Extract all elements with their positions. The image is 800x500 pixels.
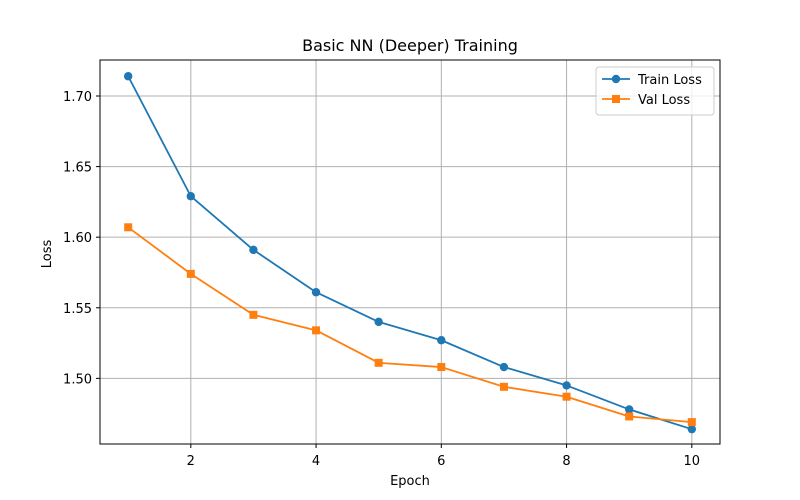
data-point [249, 310, 258, 319]
x-axis-ticks: 2 4 6 8 10 [187, 444, 700, 469]
y-axis-label: Loss [40, 240, 55, 269]
series-line [127, 226, 692, 424]
legend-label: Val Loss [638, 93, 690, 108]
legend-marker [612, 95, 620, 103]
y-tick-label: 1.55 [63, 302, 92, 317]
y-tick-label: 1.70 [63, 90, 92, 105]
x-tick-label: 8 [562, 454, 570, 469]
data-point [374, 358, 383, 367]
data-point [311, 288, 321, 297]
x-axis-label: Epoch [390, 474, 430, 489]
data-point [687, 418, 696, 427]
legend-item: Train Loss [602, 73, 702, 88]
data-point [687, 424, 697, 434]
series-line [127, 75, 693, 431]
data-point [499, 362, 509, 372]
data-point [499, 382, 508, 391]
y-axis-ticks: 1.50 1.55 1.60 1.65 1.70 [63, 90, 100, 387]
x-tick-label: 4 [312, 454, 320, 469]
data-point [123, 72, 133, 81]
legend-marker [611, 74, 621, 84]
data-point [374, 317, 383, 327]
y-tick-label: 1.65 [63, 161, 92, 176]
data-point [624, 405, 634, 414]
grid-lines [100, 60, 720, 444]
y-tick-label: 1.50 [63, 372, 92, 387]
x-tick-label: 2 [187, 454, 195, 469]
data-point [562, 392, 571, 401]
data-point [249, 245, 258, 255]
data-point [562, 381, 571, 390]
chart-title: Basic NN (Deeper) Training [302, 36, 518, 55]
data-point [625, 412, 634, 421]
data-point [437, 336, 446, 345]
x-tick-label: 10 [684, 454, 701, 469]
data-point [124, 223, 133, 232]
data-point [186, 192, 196, 201]
legend-label: Train Loss [637, 73, 702, 88]
series-layer [123, 72, 697, 434]
legend-items: Train Loss Val Loss [602, 73, 702, 108]
legend-item: Val Loss [602, 93, 690, 108]
legend: Train Loss Val Loss [595, 66, 715, 116]
data-point [312, 326, 321, 335]
series-val-loss [124, 223, 696, 427]
data-point [186, 269, 195, 278]
y-tick-label: 1.60 [63, 231, 92, 246]
data-point [437, 363, 446, 372]
series-train-loss [123, 72, 697, 434]
plot-area-frame [99, 59, 721, 445]
x-tick-label: 6 [437, 454, 445, 469]
